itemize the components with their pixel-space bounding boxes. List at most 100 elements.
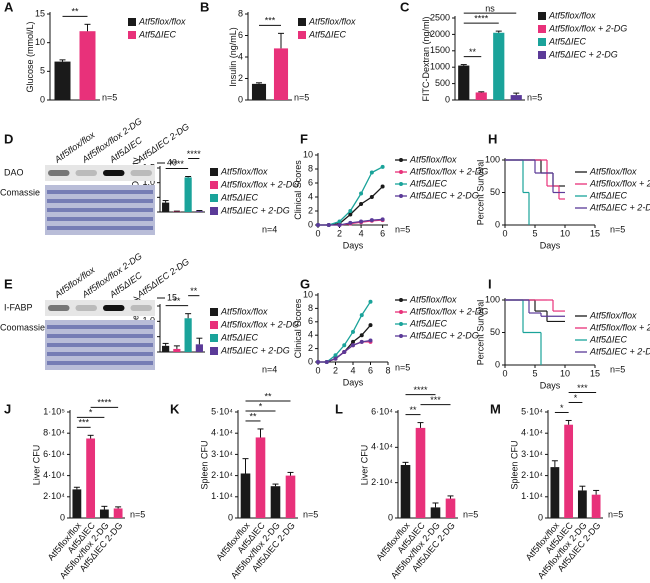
bar (445, 498, 456, 518)
y-tick-label: 4 (308, 330, 313, 340)
legend-label: Atf5ΔIEC + 2-DG (220, 205, 290, 215)
legend-label: Atf5ΔIEC + 2-DG (589, 346, 650, 356)
y-tick-label: 1000 (430, 62, 450, 72)
x-tick-label: 5 (532, 228, 537, 238)
bar (400, 465, 411, 518)
y-tick-label: 50 (490, 187, 500, 197)
y-tick-label: 4·10⁴ (43, 470, 65, 480)
sig-label: **** (170, 159, 185, 169)
y-tick-label: 4 (308, 191, 313, 201)
x-tick-label: 2 (333, 365, 338, 375)
sig-label: * (89, 408, 93, 418)
y-tick-label: 2000 (430, 29, 450, 39)
legend-label: Atf5flox/flox (589, 166, 637, 176)
panel-label: C (400, 0, 410, 14)
sig-label: ** (173, 296, 181, 306)
legend-marker (399, 334, 403, 338)
y-axis-label: Spleen CFU (199, 440, 209, 489)
coomassie-band (47, 343, 153, 347)
legend-label: Atf5flox/flox + 2-DG (220, 179, 299, 189)
point (342, 349, 347, 354)
legend-label: Atf5ΔIEC (138, 29, 177, 39)
sig-label: ** (249, 411, 257, 421)
y-tick-label: 1500 (430, 45, 450, 55)
bar (162, 202, 170, 212)
sig-label: ** (190, 286, 198, 296)
x-tick-label: 6 (368, 365, 373, 375)
blot-row-1 (45, 165, 155, 181)
y-tick-label: 0 (228, 512, 233, 522)
legend-label: Atf5flox/flox + 2-DG (409, 166, 488, 176)
n-note: n=5 (303, 509, 318, 519)
sig-label: * (259, 401, 263, 411)
sig-label: *** (430, 395, 441, 405)
x-tick-label: 4 (350, 365, 355, 375)
n-note: n=4 (262, 224, 277, 234)
legend-swatch (210, 207, 218, 215)
y-axis-label: Clinical Scores (293, 298, 303, 358)
blot-band (130, 305, 152, 311)
y-tick-label: 2·10⁴ (43, 491, 65, 501)
point (359, 219, 364, 224)
legend-label: Atf5ΔIEC (409, 318, 448, 328)
legend-label: Atf5flox/flox (220, 306, 268, 316)
legend-label: Atf5ΔIEC (589, 334, 628, 344)
x-tick-label: 10 (560, 228, 570, 238)
y-tick-label: 0 (308, 356, 313, 366)
legend-marker (399, 170, 403, 174)
y-tick-label: 2 (308, 343, 313, 353)
n-note: n=5 (463, 509, 478, 519)
point (368, 299, 373, 304)
y-tick-label: 4·10⁴ (211, 428, 233, 438)
y-tick-label: 6 (308, 316, 313, 326)
x-tick-label: 5 (532, 368, 537, 378)
legend-swatch (538, 25, 546, 33)
bar (79, 31, 96, 101)
bar (273, 48, 289, 100)
n-note: n=5 (527, 92, 542, 102)
sig-label: **** (97, 398, 112, 408)
bar (162, 345, 170, 352)
y-tick-label: 3·10⁴ (211, 449, 233, 459)
legend-label: Atf5ΔIEC + 2-DG (409, 330, 479, 340)
sig-label: **** (474, 13, 489, 23)
bar (577, 490, 587, 518)
y-tick-label: 0 (495, 359, 500, 369)
y-tick-label: 2500 (430, 12, 450, 22)
legend-label: Atf5flox/flox + 2-DG (589, 322, 650, 332)
legend-swatch (538, 51, 546, 59)
y-tick-label: 8 (238, 8, 243, 18)
y-tick-label: 0 (445, 94, 450, 104)
marker-label: 15 (167, 292, 177, 302)
y-axis-label: Clinical Scores (293, 160, 303, 220)
bar (591, 494, 601, 518)
bar (285, 475, 296, 518)
sig-label: *** (265, 16, 276, 26)
legend-label: Atf5ΔIEC (220, 192, 259, 202)
n-note: n=5 (395, 362, 410, 372)
point (348, 220, 353, 225)
bar (255, 437, 266, 518)
point (326, 223, 331, 227)
row-label: I-FABP (4, 302, 33, 312)
bar (493, 32, 505, 101)
coomassie-band (47, 217, 153, 221)
x-tick-label: 0 (315, 365, 320, 375)
bar (458, 65, 470, 100)
legend-label: Atf5flox/flox + 2-DG (409, 306, 488, 316)
legend-swatch (210, 181, 218, 189)
panel-label: D (4, 131, 13, 146)
bar (99, 509, 109, 518)
panel-label: I (488, 276, 492, 291)
blot-band (103, 170, 125, 176)
y-tick-label: 6 (308, 177, 313, 187)
bar (240, 473, 251, 518)
y-tick-label: 4·10⁴ (371, 442, 393, 452)
point (333, 353, 338, 358)
legend-swatch (210, 347, 218, 355)
y-tick-label: 4·10⁴ (521, 428, 543, 438)
legend-swatch (210, 334, 218, 342)
y-axis-label: Spleen CFU (509, 440, 519, 489)
legend-label: Atf5ΔIEC (548, 36, 587, 46)
